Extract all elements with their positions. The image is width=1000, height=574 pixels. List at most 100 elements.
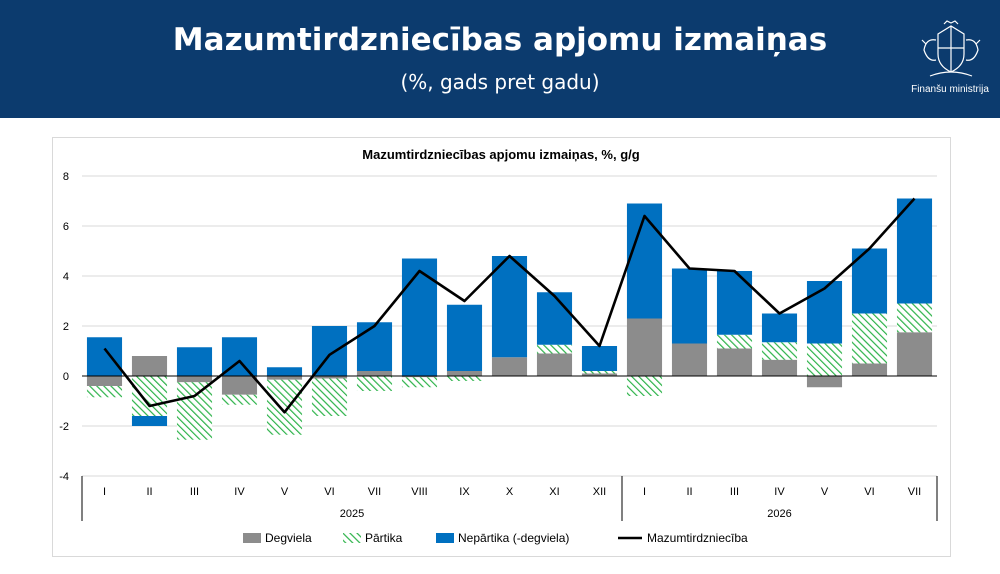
legend-swatch	[243, 533, 261, 543]
bar-degviela	[851, 363, 888, 376]
bar-nepartika	[581, 346, 618, 371]
bar-partika	[266, 379, 303, 435]
bar-partika	[716, 334, 753, 349]
legend-label: Nepārtika (-degviela)	[458, 531, 569, 545]
chart-svg: Mazumtirdzniecības apjomu izmaiņas, %, g…	[59, 147, 938, 545]
bar-degviela	[761, 359, 798, 376]
chart-title: Mazumtirdzniecības apjomu izmaiņas, %, g…	[362, 147, 639, 162]
bar-nepartika	[446, 304, 483, 371]
bar-degviela	[716, 348, 753, 376]
legend-swatch	[343, 533, 361, 543]
bar-degviela	[671, 343, 708, 376]
x-tick-label: I	[643, 486, 646, 498]
legend-item: Pārtika	[343, 531, 403, 545]
bar-nepartika	[266, 367, 303, 376]
bar-degviela	[221, 376, 258, 395]
x-tick-label: VI	[324, 486, 334, 498]
bar-nepartika	[626, 203, 663, 319]
bar-partika	[311, 378, 348, 416]
y-tick-label: -4	[59, 471, 69, 483]
bar-partika	[401, 377, 438, 388]
coat-of-arms-icon	[921, 20, 981, 77]
bar-nepartika	[806, 281, 843, 344]
bar-degviela	[536, 353, 573, 376]
bar-nepartika	[671, 268, 708, 344]
x-tick-label: IV	[234, 486, 245, 498]
bar-partika	[86, 386, 123, 398]
bar-degviela	[311, 376, 348, 379]
bar-nepartika	[896, 198, 933, 304]
x-tick-label: IV	[774, 486, 785, 498]
bar-partika	[761, 342, 798, 360]
organization-name: Finanšu ministrija	[911, 84, 989, 95]
bar-partika	[131, 376, 168, 416]
legend-label: Degviela	[265, 531, 312, 545]
bar-nepartika	[176, 347, 213, 376]
x-group-label: 2026	[767, 508, 791, 520]
bar-degviela	[266, 376, 303, 380]
bar-partika	[806, 343, 843, 376]
y-tick-label: 2	[63, 321, 69, 333]
bar-degviela	[131, 356, 168, 376]
legend-item: Degviela	[243, 531, 312, 545]
bar-nepartika	[536, 292, 573, 345]
y-tick-label: 4	[63, 271, 69, 283]
bar-partika	[176, 382, 213, 440]
bar-degviela	[491, 357, 528, 376]
bar-nepartika	[716, 271, 753, 335]
y-tick-label: 8	[63, 171, 69, 183]
x-tick-label: III	[730, 486, 739, 498]
bar-degviela	[896, 332, 933, 376]
x-group-label: 2025	[340, 508, 364, 520]
bar-partika	[581, 371, 618, 374]
legend-label: Pārtika	[365, 531, 403, 545]
bar-nepartika	[761, 313, 798, 343]
y-tick-label: 6	[63, 221, 69, 233]
series-line-mazumtirdznieciba	[103, 197, 916, 414]
legend-item: Nepārtika (-degviela)	[436, 531, 569, 545]
header-banner: Mazumtirdzniecības apjomu izmaiņas (%, g…	[0, 0, 1000, 118]
legend-item: Mazumtirdzniecība	[618, 531, 748, 545]
bar-degviela	[176, 376, 213, 383]
x-tick-label: VIII	[411, 486, 428, 498]
bar-partika	[626, 376, 663, 396]
bar-partika	[896, 303, 933, 333]
bar-degviela	[356, 371, 393, 376]
x-tick-label: V	[821, 486, 829, 498]
bar-degviela	[806, 376, 843, 388]
bar-partika	[221, 394, 258, 405]
x-tick-label: V	[281, 486, 289, 498]
bar-degviela	[446, 371, 483, 376]
x-tick-label: X	[506, 486, 514, 498]
x-tick-label: II	[146, 486, 152, 498]
bar-partika	[536, 344, 573, 354]
bar-nepartika	[491, 256, 528, 358]
x-tick-label: IX	[459, 486, 470, 498]
bar-degviela	[581, 373, 618, 376]
bar-partika	[851, 313, 888, 364]
chart-frame: Mazumtirdzniecības apjomu izmaiņas, %, g…	[52, 137, 951, 557]
x-tick-label: II	[686, 486, 692, 498]
x-tick-label: III	[190, 486, 199, 498]
y-tick-label: 0	[63, 371, 69, 383]
legend-swatch	[436, 533, 454, 543]
bar-partika	[446, 376, 483, 381]
x-tick-label: I	[103, 486, 106, 498]
bar-nepartika	[356, 322, 393, 371]
bar-degviela	[86, 376, 123, 386]
bar-degviela	[401, 376, 438, 378]
page-subtitle: (%, gads pret gadu)	[400, 70, 600, 94]
bar-partika	[356, 376, 393, 391]
x-tick-label: VII	[368, 486, 381, 498]
x-tick-label: VII	[908, 486, 921, 498]
bar-nepartika	[401, 258, 438, 376]
x-tick-label: XI	[549, 486, 559, 498]
bar-nepartika	[131, 416, 168, 426]
bar-nepartika	[86, 337, 123, 376]
page-title: Mazumtirdzniecības apjomu izmaiņas	[172, 22, 828, 58]
bar-degviela	[626, 318, 663, 376]
legend-label: Mazumtirdzniecība	[647, 531, 748, 545]
y-tick-label: -2	[59, 421, 69, 433]
x-tick-label: XII	[593, 486, 606, 498]
x-tick-label: VI	[864, 486, 874, 498]
